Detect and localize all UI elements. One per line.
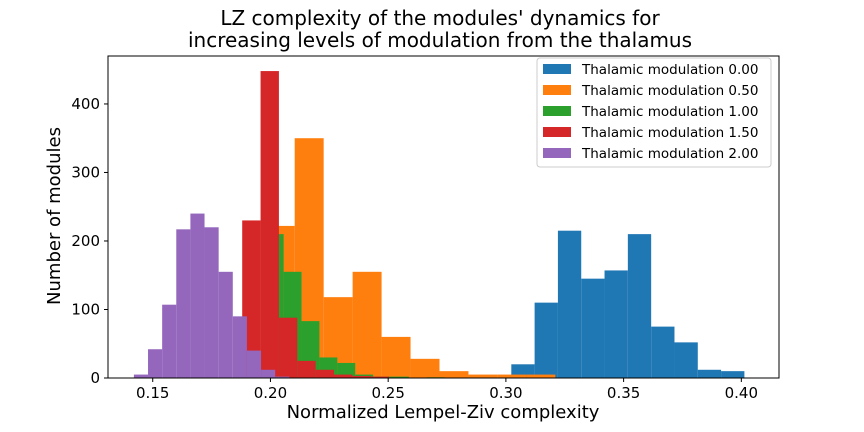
histogram-bar-series-4-bin-1 [148,349,163,378]
y-tick-label-4: 400 [71,95,100,113]
histogram-bar-series-0-bin-6 [627,234,652,378]
histogram-bar-series-4-bin-4 [190,213,205,378]
histogram-bar-series-1-bin-9 [526,374,556,378]
y-tick-label-2: 200 [71,232,100,250]
histogram-bar-series-0-bin-9 [697,369,722,378]
x-tick-label-4: 0.35 [607,384,640,402]
histogram-bar-series-0-bin-5 [604,270,628,378]
legend-label-4: Thalamic modulation 2.00 [581,146,758,162]
histogram-bar-series-0-bin-2 [534,302,558,378]
legend: Thalamic modulation 0.00 Thalamic modulat… [536,57,772,168]
histogram-bar-series-3-bin-3 [297,360,316,378]
histogram-bar-series-4-bin-0 [133,374,149,378]
histogram-bar-series-0-bin-7 [651,326,675,378]
y-tick-label-1: 100 [71,300,100,318]
x-axis-ticks: 0.15 0.20 0.25 0.30 0.35 0.40 [136,378,758,402]
histogram-bar-series-3-bin-5 [334,374,353,378]
legend-swatch-1 [543,85,571,95]
legend-swatch-3 [543,127,571,137]
histogram-bar-series-1-bin-8 [497,374,527,378]
plot-frame [107,55,780,379]
histogram-bar-series-1-bin-4 [381,336,411,378]
histogram-bar-series-3-bin-4 [315,369,335,378]
histogram-bar-series-1-bin-6 [439,371,469,378]
histogram-bar-series-4-bin-5 [204,227,219,378]
x-tick-label-1: 0.20 [254,384,287,402]
x-tick-label-2: 0.25 [371,384,404,402]
legend-swatch-0 [543,64,571,74]
legend-label-3: Thalamic modulation 1.50 [581,125,758,141]
histogram-bar-series-4-bin-7 [232,316,247,378]
legend-box [536,57,772,168]
histogram-bar-series-3-bin-6 [352,375,371,378]
y-axis-label: Number of modules [44,127,65,305]
y-tick-label-3: 300 [71,163,100,181]
legend-label-0: Thalamic modulation 0.00 [581,62,758,78]
histogram-bar-series-1-bin-3 [352,271,382,378]
legend-label-2: Thalamic modulation 1.00 [581,104,758,120]
histogram-bar-series-2-bin-4 [337,362,356,378]
histogram-bar-series-3-bin-7 [370,376,390,378]
legend-swatch-4 [543,148,571,158]
histogram-bar-series-4-bin-10 [275,376,290,378]
histogram-bar-series-2-bin-7 [391,376,409,378]
histogram-bars [133,71,745,378]
histogram-bar-series-1-bin-5 [410,358,440,378]
x-axis-label: Normalized Lempel-Ziv complexity [287,402,600,423]
x-tick-label-5: 0.40 [725,384,758,402]
chart-title-line-1: LZ complexity of the modules' dynamics f… [220,6,660,30]
histogram-bar-series-4-bin-6 [218,271,233,378]
histogram-bar-series-4-bin-3 [176,229,191,378]
legend-label-1: Thalamic modulation 0.50 [581,83,758,99]
chart-title-line-2: increasing levels of modulation from the… [188,28,692,52]
x-tick-label-3: 0.30 [489,384,522,402]
histogram-bar-series-0-bin-8 [674,342,698,378]
histogram-bar-series-0-bin-3 [557,230,582,378]
histogram-bar-series-0-bin-4 [581,278,605,378]
histogram-bar-series-1-bin-7 [468,374,498,378]
histogram-bar-series-4-bin-2 [162,304,177,378]
histogram-bar-series-4-bin-9 [261,369,276,378]
histogram-bar-series-0-bin-10 [721,371,745,378]
histogram-bar-series-3-bin-2 [278,317,298,378]
x-tick-label-0: 0.15 [136,384,169,402]
y-axis-ticks: 0 100 200 300 400 [71,95,108,387]
histogram-bar-series-3-bin-1 [260,71,279,378]
legend-swatch-2 [543,106,571,116]
histogram-bar-series-4-bin-8 [246,350,262,378]
y-tick-label-0: 0 [90,369,100,387]
